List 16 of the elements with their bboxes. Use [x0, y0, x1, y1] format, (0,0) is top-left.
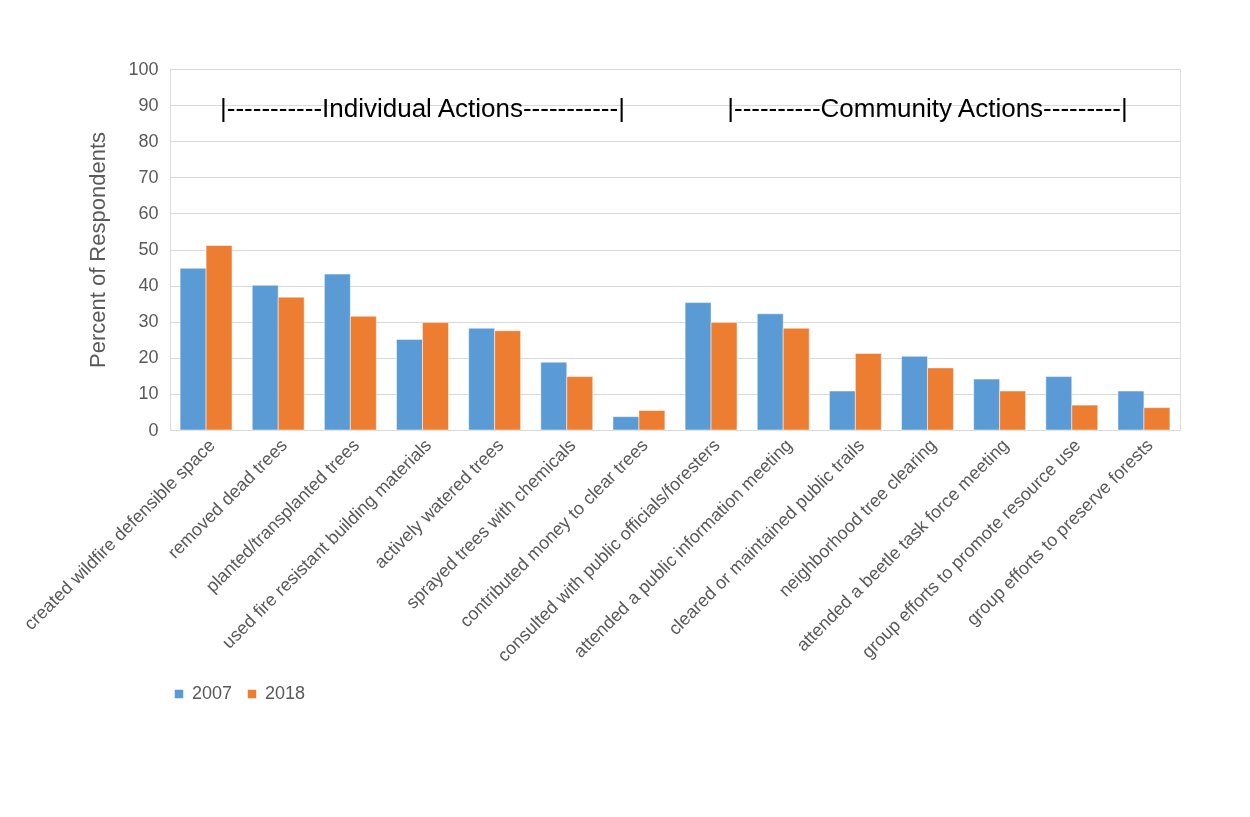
legend-label: 2007 — [192, 683, 233, 703]
annotation: |-----------Individual Actions-----------| — [220, 92, 625, 123]
y-tick-label: 50 — [138, 239, 159, 259]
y-tick-label: 100 — [128, 58, 159, 79]
y-tick-label: 70 — [138, 166, 159, 187]
y-tick-label: 80 — [138, 130, 159, 151]
y-tick-label: 10 — [138, 383, 159, 404]
annotation: |----------Community Actions---------| — [727, 92, 1128, 123]
y-tick-label: 90 — [138, 94, 159, 115]
y-tick-label: 30 — [138, 311, 159, 332]
y-tick-label: 40 — [138, 275, 159, 296]
y-axis-title: Percent of Respondents — [85, 131, 111, 369]
y-tick-label: 60 — [138, 202, 159, 223]
legend-label: 2018 — [265, 683, 306, 703]
y-tick-label: 20 — [138, 347, 159, 368]
y-tick-label: 0 — [148, 419, 159, 440]
